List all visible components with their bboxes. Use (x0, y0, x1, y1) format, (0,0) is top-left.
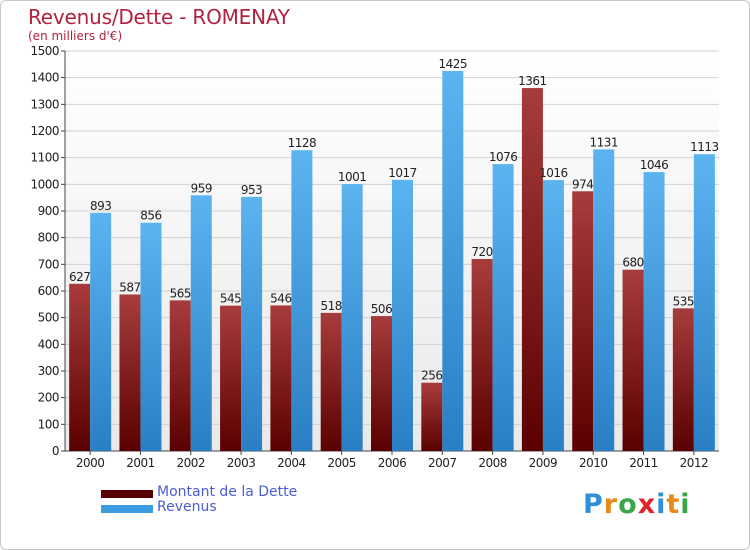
y-tick-label: 1300 (30, 97, 59, 111)
revenus-value-label: 1128 (288, 136, 317, 150)
revenus-bar (140, 222, 162, 451)
debt-bar (672, 308, 694, 451)
x-tick-label: 2009 (529, 456, 558, 470)
debt-value-label: 565 (170, 286, 191, 300)
legend-swatch-revenus (101, 505, 153, 513)
logo-letter: r (603, 489, 619, 520)
revenus-value-label: 893 (90, 199, 111, 213)
debt-value-label: 535 (673, 294, 694, 308)
revenus-bar (241, 196, 263, 451)
debt-value-label: 545 (220, 292, 241, 306)
debt-value-label: 974 (572, 177, 593, 191)
legend-swatch-debt (101, 490, 153, 498)
y-tick-label: 200 (38, 391, 59, 405)
debt-bar (169, 300, 191, 451)
y-tick-label: 0 (52, 444, 59, 458)
revenus-value-label: 1017 (388, 166, 417, 180)
x-tick-label: 2001 (126, 456, 155, 470)
chart-title: Revenus/Dette - ROMENAY (28, 5, 290, 29)
y-tick-label: 1100 (30, 151, 59, 165)
x-tick-label: 2000 (76, 456, 105, 470)
debt-value-label: 256 (421, 369, 442, 383)
debt-bar (220, 305, 242, 451)
revenus-value-label: 953 (241, 183, 262, 197)
debt-bar (622, 269, 644, 451)
y-tick-label: 1000 (30, 177, 59, 191)
x-tick-label: 2011 (629, 456, 658, 470)
debt-bar (572, 191, 594, 451)
logo-letter: o (618, 489, 638, 520)
y-tick-label: 900 (38, 204, 59, 218)
y-tick-label: 800 (38, 231, 59, 245)
revenus-value-label: 1076 (489, 150, 518, 164)
y-tick-label: 600 (38, 284, 59, 298)
debt-value-label: 1361 (518, 74, 547, 88)
revenus-bar (693, 154, 715, 451)
legend-label-debt: Montant de la Dette (157, 484, 298, 500)
logo-letter: t (666, 489, 681, 520)
revenus-bar (492, 164, 514, 452)
revenus-bar (442, 71, 464, 451)
revenus-bar (341, 184, 363, 452)
revenus-bar (542, 180, 564, 452)
debt-bar (69, 283, 91, 451)
revenus-value-label: 1113 (690, 140, 719, 154)
chart-subtitle: (en milliers d'€) (28, 29, 123, 43)
y-tick-label: 400 (38, 337, 59, 351)
revenus-bar (291, 150, 313, 451)
revenus-bar (90, 212, 112, 451)
y-tick-label: 300 (38, 364, 59, 378)
debt-value-label: 587 (119, 280, 140, 294)
proxiti-logo: Proxiti (583, 489, 691, 520)
x-tick-label: 2004 (277, 456, 306, 470)
debt-value-label: 546 (270, 291, 291, 305)
debt-bar (320, 312, 342, 451)
revenus-value-label: 1046 (640, 158, 669, 172)
revenus-value-label: 1001 (338, 170, 367, 184)
debt-bar (371, 316, 392, 451)
x-tick-label: 2003 (227, 456, 256, 470)
x-tick-label: 2002 (176, 456, 205, 470)
debt-value-label: 506 (371, 302, 392, 316)
debt-bar (471, 259, 493, 451)
debt-bar (521, 88, 543, 452)
revenus-value-label: 1425 (439, 57, 468, 71)
logo-letter: i (656, 489, 667, 520)
logo-letter: x (637, 489, 657, 520)
x-tick-label: 2012 (680, 456, 709, 470)
debt-bar (270, 305, 292, 451)
y-tick-label: 1200 (30, 124, 59, 138)
revenus-bar (392, 179, 413, 452)
y-tick-label: 1400 (30, 71, 59, 85)
y-tick-label: 100 (38, 417, 59, 431)
revenus-bar (643, 172, 665, 452)
revenus-value-label: 1016 (539, 166, 568, 180)
x-tick-label: 2005 (327, 456, 356, 470)
legend-label-revenus: Revenus (157, 499, 217, 515)
revenus-value-label: 959 (191, 181, 212, 195)
revenus-value-label: 856 (140, 209, 161, 223)
logo-letter: P (583, 489, 604, 520)
logo-letter: i (680, 489, 691, 520)
y-tick-label: 500 (38, 311, 59, 325)
debt-value-label: 720 (471, 245, 492, 259)
revenus-bar (190, 195, 212, 451)
x-tick-label: 2010 (579, 456, 608, 470)
revenus-bar (593, 149, 615, 451)
revenus-value-label: 1131 (589, 135, 618, 149)
debt-value-label: 680 (622, 256, 643, 270)
x-tick-label: 2008 (478, 456, 507, 470)
debt-bar (421, 382, 443, 451)
debt-value-label: 518 (320, 299, 341, 313)
debt-value-label: 627 (69, 270, 90, 284)
x-tick-label: 2006 (378, 456, 407, 470)
x-tick-label: 2007 (428, 456, 457, 470)
y-tick-label: 700 (38, 257, 59, 271)
y-tick-label: 1500 (30, 44, 59, 58)
debt-bar (119, 294, 141, 451)
